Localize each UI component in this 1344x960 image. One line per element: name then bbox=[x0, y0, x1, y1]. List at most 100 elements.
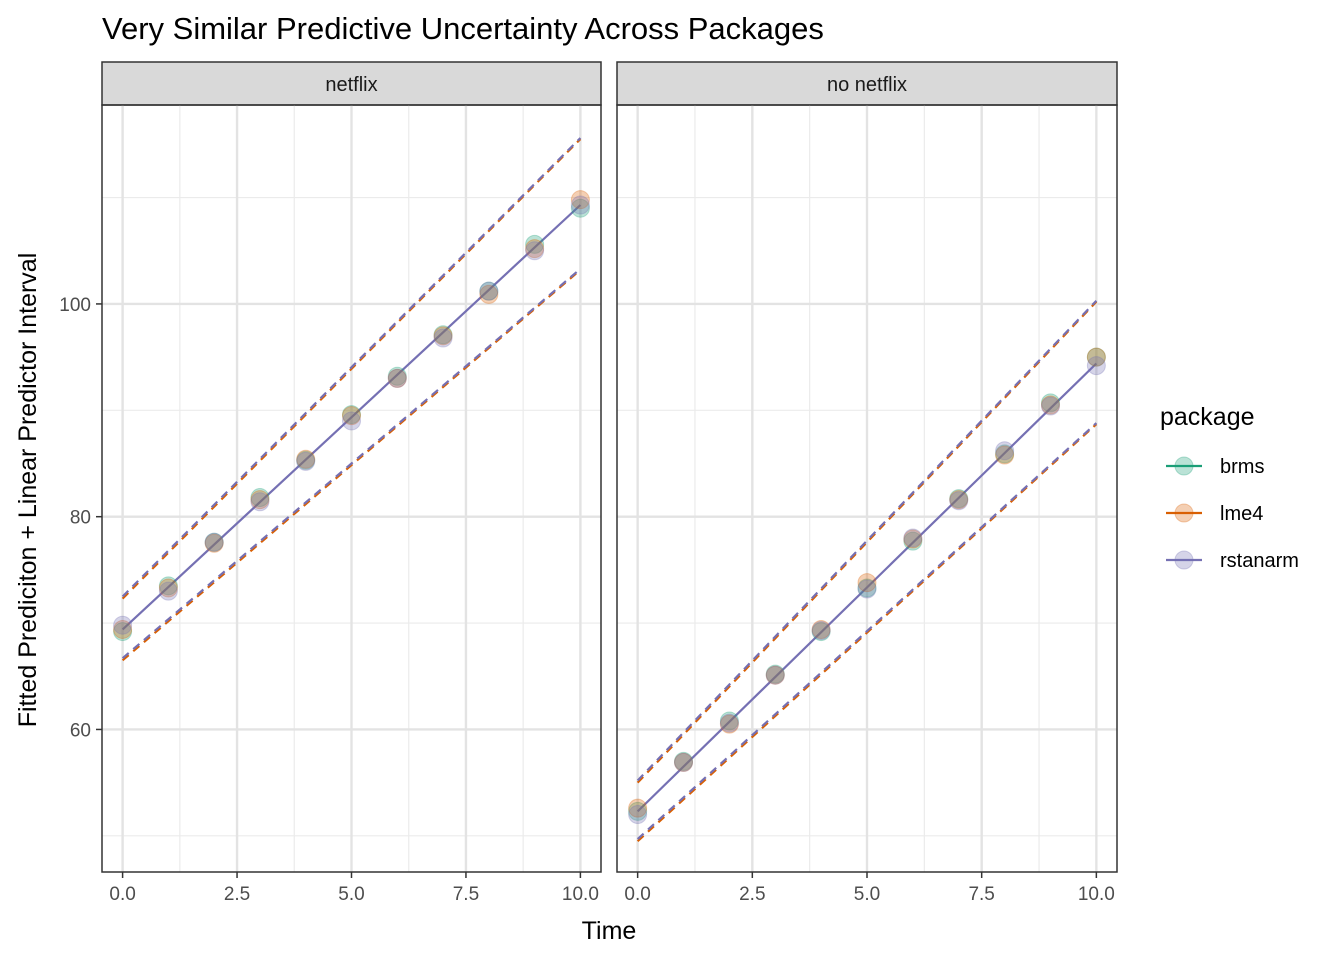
y-tick-label: 80 bbox=[70, 508, 91, 529]
point-brms bbox=[250, 488, 270, 508]
point-lme4 bbox=[674, 752, 694, 772]
y-axis: 60 80 100 bbox=[59, 295, 102, 741]
point-lme4 bbox=[158, 578, 178, 598]
point-rstanarm bbox=[1086, 356, 1106, 376]
fit-line bbox=[121, 204, 582, 631]
fit-line bbox=[636, 362, 1098, 813]
point-brms bbox=[628, 801, 648, 821]
x-axis-title: Time bbox=[582, 917, 637, 945]
point-lme4 bbox=[570, 190, 590, 210]
panel-lines bbox=[121, 137, 582, 662]
interval-line-lme4 bbox=[636, 423, 1098, 842]
point-lme4 bbox=[250, 490, 270, 510]
point-lme4 bbox=[1040, 395, 1060, 415]
point-rstanarm bbox=[342, 411, 361, 431]
point-rstanarm bbox=[296, 451, 316, 471]
point-brms bbox=[296, 450, 316, 470]
point-lme4 bbox=[204, 533, 224, 553]
panel-lines bbox=[636, 299, 1098, 842]
legend-item-rstanarm: rstanarm bbox=[1166, 550, 1299, 572]
point-brms bbox=[570, 198, 590, 218]
point-lme4 bbox=[525, 239, 545, 259]
point-brms bbox=[342, 405, 361, 425]
point-brms bbox=[903, 531, 923, 551]
panel-strip bbox=[616, 61, 1118, 106]
x-axis: 0.0 2.5 5.0 7.5 10.0 bbox=[109, 872, 599, 905]
panel-grid bbox=[102, 105, 601, 872]
point-lme4 bbox=[811, 619, 831, 639]
point-lme4 bbox=[1086, 347, 1106, 367]
point-brms bbox=[113, 622, 133, 642]
point-lme4 bbox=[433, 326, 453, 346]
point-brms bbox=[158, 576, 178, 596]
x-tick-label: 2.5 bbox=[224, 884, 250, 905]
point-brms bbox=[765, 664, 785, 684]
point-brms bbox=[433, 325, 453, 345]
point-rstanarm bbox=[433, 328, 453, 348]
point-brms bbox=[949, 489, 969, 509]
point-brms bbox=[1086, 347, 1106, 367]
y-tick-label: 100 bbox=[59, 295, 91, 316]
point-rstanarm bbox=[479, 281, 499, 301]
point-lme4 bbox=[628, 798, 648, 818]
point-rstanarm bbox=[765, 665, 785, 685]
point-brms bbox=[719, 711, 739, 731]
point-lme4 bbox=[113, 619, 133, 639]
point-rstanarm bbox=[811, 621, 831, 641]
point-rstanarm bbox=[903, 528, 923, 548]
point-brms bbox=[387, 366, 407, 386]
point-brms bbox=[1040, 393, 1060, 413]
point-rstanarm bbox=[158, 581, 178, 601]
point-brms bbox=[995, 444, 1015, 464]
legend-label: rstanarm bbox=[1220, 550, 1299, 572]
point-rstanarm bbox=[204, 532, 224, 552]
legend-label: brms bbox=[1220, 456, 1264, 478]
interval-line-rstanarm bbox=[636, 299, 1098, 782]
x-tick-label: 5.0 bbox=[854, 884, 880, 905]
legend-key-point bbox=[1174, 503, 1194, 523]
panel-points bbox=[113, 190, 590, 642]
point-lme4 bbox=[765, 665, 785, 685]
point-lme4 bbox=[719, 714, 739, 734]
point-lme4 bbox=[903, 529, 923, 549]
point-rstanarm bbox=[674, 752, 694, 772]
legend-title: package bbox=[1160, 403, 1255, 431]
point-rstanarm bbox=[387, 368, 407, 388]
y-tick-label: 60 bbox=[70, 720, 91, 741]
strip-label: no netflix bbox=[827, 74, 907, 96]
point-lme4 bbox=[949, 490, 969, 510]
point-brms bbox=[204, 532, 224, 552]
point-rstanarm bbox=[995, 441, 1015, 461]
point-rstanarm bbox=[628, 805, 648, 825]
y-axis-title: Fitted Prediciton + Linear Predictor Int… bbox=[14, 253, 42, 728]
point-rstanarm bbox=[1040, 396, 1060, 416]
interval-line-rstanarm bbox=[636, 422, 1098, 840]
legend-item-lme4: lme4 bbox=[1166, 503, 1263, 525]
interval-line-rstanarm bbox=[121, 267, 582, 660]
interval-line-lme4 bbox=[121, 138, 582, 600]
legend-key-point bbox=[1174, 550, 1194, 570]
x-tick-label: 0.0 bbox=[109, 884, 135, 905]
x-axis: 0.0 2.5 5.0 7.5 10.0 bbox=[624, 872, 1115, 905]
point-lme4 bbox=[995, 445, 1015, 465]
legend-label: lme4 bbox=[1220, 503, 1263, 525]
strip-label: netflix bbox=[325, 74, 377, 96]
legend-item-brms: brms bbox=[1166, 456, 1264, 478]
x-tick-label: 10.0 bbox=[1078, 884, 1115, 905]
interval-line-rstanarm bbox=[121, 137, 582, 598]
chart-title: Very Similar Predictive Uncertainty Acro… bbox=[102, 11, 824, 46]
point-lme4 bbox=[857, 573, 877, 593]
point-rstanarm bbox=[949, 491, 969, 511]
point-rstanarm bbox=[113, 615, 133, 635]
x-tick-label: 2.5 bbox=[739, 884, 765, 905]
point-lme4 bbox=[479, 284, 499, 304]
point-brms bbox=[479, 281, 499, 301]
point-rstanarm bbox=[525, 241, 545, 261]
point-brms bbox=[525, 234, 545, 254]
panel-strip bbox=[101, 61, 602, 106]
interval-line-lme4 bbox=[121, 269, 582, 662]
panel-netflix: netflix 0.0 2.5 5.0 7.5 10.0 bbox=[101, 61, 602, 905]
point-lme4 bbox=[387, 368, 407, 388]
x-tick-label: 7.5 bbox=[968, 884, 994, 905]
